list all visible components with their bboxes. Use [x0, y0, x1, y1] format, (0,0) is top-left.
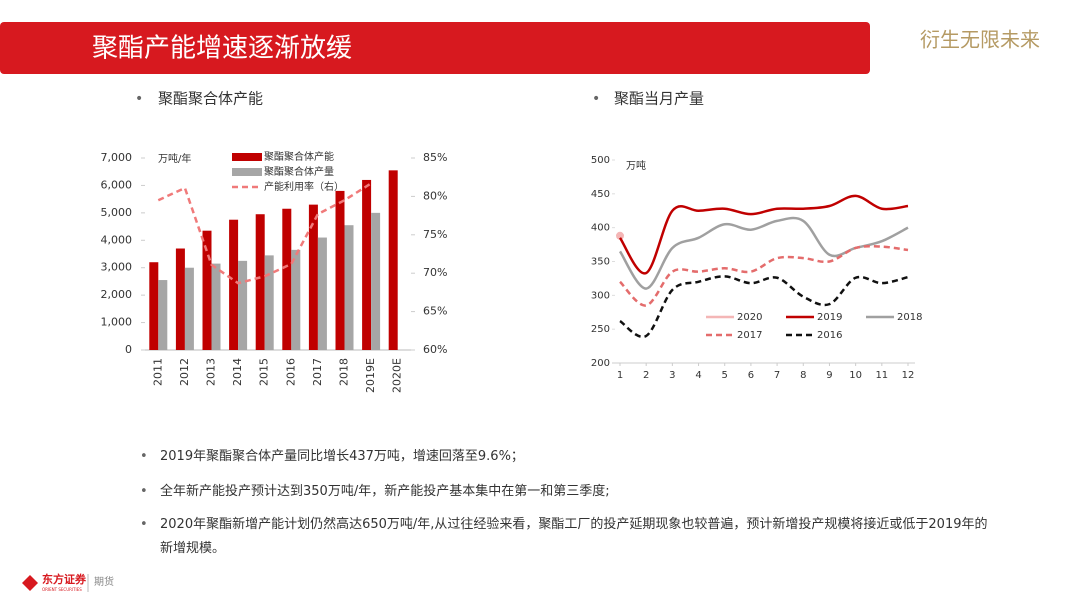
- brand-en: ORIENT SECURITIES: [42, 587, 82, 592]
- note: 2020年聚酯新增产能计划仍然高达650万吨/年,从过往经验来看，聚酯工厂的投产…: [140, 513, 990, 561]
- legend-label: 2020: [737, 312, 762, 323]
- bar: [202, 230, 212, 350]
- y-tick-label: 400: [591, 223, 610, 234]
- bar: [264, 255, 274, 350]
- line: [619, 244, 909, 307]
- chart-title: 聚酯聚合体产能: [158, 90, 263, 108]
- x-tick-label: 2018: [338, 358, 351, 386]
- legend-swatch: [232, 153, 262, 161]
- legend-label: 产能利用率（右）: [264, 180, 344, 193]
- x-tick-label: 2020E: [391, 358, 404, 393]
- bar: [291, 249, 301, 350]
- x-tick-label: 2: [643, 370, 649, 381]
- bar: [158, 280, 168, 350]
- y-tick-label: 4,000: [101, 233, 133, 246]
- bullet: •: [135, 91, 143, 107]
- bar: [344, 225, 354, 350]
- bar: [229, 219, 239, 350]
- bar: [388, 170, 398, 350]
- x-tick-label: 12: [902, 370, 915, 381]
- x-tick-label: 4: [695, 370, 701, 381]
- brand: 东方证券: [42, 572, 87, 586]
- bar: [371, 212, 381, 350]
- x-tick-label: 1: [617, 370, 623, 381]
- legend-label: 聚酯聚合体产能: [264, 150, 334, 163]
- y-tick-label: 3,000: [101, 261, 133, 274]
- legend-label: 聚酯聚合体产量: [264, 165, 334, 178]
- bar: [175, 248, 185, 350]
- logo-icon: [22, 575, 38, 591]
- x-tick-label: 2015: [258, 358, 271, 386]
- y-tick-label: 250: [591, 324, 610, 335]
- x-tick-label: 9: [826, 370, 832, 381]
- bar: [362, 179, 372, 350]
- y-tick-label: 0: [125, 343, 132, 356]
- x-tick-label: 2016: [284, 358, 297, 386]
- x-tick-label: 11: [875, 370, 888, 381]
- y2-tick-label: 60%: [423, 343, 447, 356]
- y-tick-label: 200: [591, 358, 610, 369]
- x-tick-label: 2012: [178, 358, 191, 386]
- y2-tick-label: 80%: [423, 189, 447, 202]
- x-tick-label: 7: [774, 370, 780, 381]
- legend-swatch: [232, 168, 262, 176]
- y2-tick-label: 85%: [423, 151, 447, 164]
- legend-label: 2017: [737, 330, 762, 341]
- y-tick-label: 450: [591, 189, 610, 200]
- y-tick-label: 500: [591, 155, 610, 166]
- y-tick-label: 1,000: [101, 316, 133, 329]
- x-tick-label: 2014: [231, 358, 244, 386]
- bar: [255, 214, 265, 350]
- x-tick-label: 5: [722, 370, 728, 381]
- bar: [335, 190, 345, 350]
- line: [157, 182, 372, 285]
- note: 2019年聚酯聚合体产量同比增长437万吨，增速回落至9.6%；: [140, 445, 990, 469]
- legend-label: 2019: [817, 312, 842, 323]
- y-tick-label: 350: [591, 257, 610, 268]
- y-tick-label: 2,000: [101, 288, 133, 301]
- x-tick-label: 6: [748, 370, 754, 381]
- y2-tick-label: 65%: [423, 305, 447, 318]
- y-tick-label: 300: [591, 290, 610, 301]
- legend-label: 2018: [897, 312, 922, 323]
- x-tick-label: 8: [800, 370, 806, 381]
- bar: [238, 260, 248, 350]
- y-axis-label: 万吨/年: [158, 152, 191, 165]
- legend-label: 2016: [817, 330, 842, 341]
- bullet: •: [592, 91, 600, 107]
- x-tick-label: 2019E: [364, 358, 377, 393]
- bar: [282, 208, 292, 350]
- x-tick-label: 2011: [151, 358, 164, 386]
- bar: [308, 204, 318, 350]
- bar: [184, 267, 194, 350]
- bar: [149, 262, 159, 350]
- header-title: 聚酯产能增速逐渐放缓: [92, 34, 352, 64]
- y2-tick-label: 75%: [423, 228, 447, 241]
- y-tick-label: 6,000: [101, 178, 133, 191]
- chart-title: 聚酯当月产量: [614, 90, 704, 108]
- point: [616, 231, 624, 240]
- line: [619, 275, 909, 339]
- x-tick-label: 2013: [205, 358, 218, 386]
- slogan: 衍生无限未来: [920, 28, 1040, 52]
- line: [618, 194, 909, 275]
- bar: [317, 237, 327, 350]
- unit: 期货: [94, 575, 114, 588]
- y-tick-label: 7,000: [101, 151, 133, 164]
- bar: [211, 263, 221, 350]
- header-bar: [0, 22, 870, 74]
- y-tick-label: 5,000: [101, 206, 133, 219]
- x-tick-label: 3: [669, 370, 675, 381]
- logo: 东方证券 ORIENT SECURITIES 期货: [22, 572, 114, 592]
- note: 全年新产能投产预计达到350万吨/年，新产能投产基本集中在第一和第三季度;: [140, 480, 990, 504]
- x-tick-label: 2017: [311, 358, 324, 386]
- y2-tick-label: 70%: [423, 266, 447, 279]
- y-axis-label: 万吨: [626, 159, 646, 172]
- x-tick-label: 10: [849, 370, 862, 381]
